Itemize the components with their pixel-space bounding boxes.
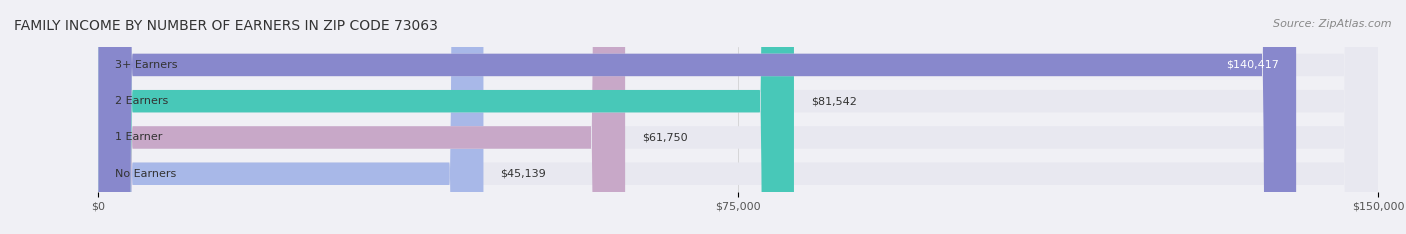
FancyBboxPatch shape [98, 0, 794, 234]
Text: 3+ Earners: 3+ Earners [115, 60, 179, 70]
Text: 1 Earner: 1 Earner [115, 132, 163, 143]
Text: $45,139: $45,139 [501, 169, 547, 179]
Text: 2 Earners: 2 Earners [115, 96, 169, 106]
Text: Source: ZipAtlas.com: Source: ZipAtlas.com [1274, 19, 1392, 29]
FancyBboxPatch shape [98, 0, 1378, 234]
Text: FAMILY INCOME BY NUMBER OF EARNERS IN ZIP CODE 73063: FAMILY INCOME BY NUMBER OF EARNERS IN ZI… [14, 19, 437, 33]
Text: No Earners: No Earners [115, 169, 177, 179]
FancyBboxPatch shape [98, 0, 1378, 234]
Text: $140,417: $140,417 [1226, 60, 1279, 70]
Text: $61,750: $61,750 [643, 132, 688, 143]
FancyBboxPatch shape [98, 0, 626, 234]
FancyBboxPatch shape [98, 0, 1296, 234]
FancyBboxPatch shape [98, 0, 484, 234]
FancyBboxPatch shape [98, 0, 1378, 234]
FancyBboxPatch shape [98, 0, 1378, 234]
Text: $81,542: $81,542 [811, 96, 856, 106]
